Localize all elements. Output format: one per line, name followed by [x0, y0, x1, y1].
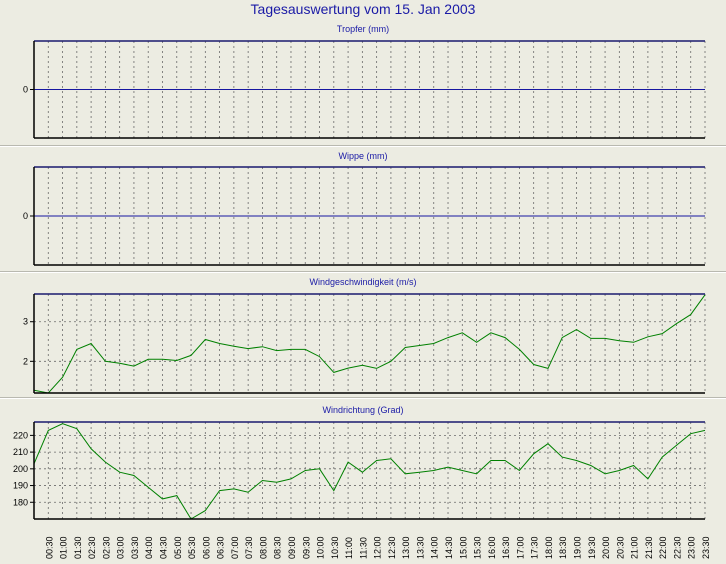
x-tick-label: 20:30: [615, 536, 625, 559]
x-tick-label: 12:00: [373, 536, 383, 559]
x-tick-label: 02:30: [101, 536, 111, 559]
x-tick-label: 21:00: [630, 536, 640, 559]
x-tick-label: 12:30: [387, 536, 397, 559]
x-tick-label: 04:00: [144, 536, 154, 559]
x-tick-label: 16:00: [487, 536, 497, 559]
x-tick-label: 09:00: [287, 536, 297, 559]
panel-title-windrichtung: Windrichtung (Grad): [322, 405, 404, 415]
x-tick-label: 06:30: [216, 536, 226, 559]
x-tick-label: 16:30: [501, 536, 511, 559]
panel-divider: [0, 271, 726, 273]
x-tick-label: 03:00: [116, 536, 126, 559]
x-tick-label: 01:00: [59, 536, 69, 559]
y-tick-label: 3: [23, 317, 28, 327]
x-tick-label: 07:30: [244, 536, 254, 559]
x-tick-label: 13:00: [401, 536, 411, 559]
y-tick-label: 2: [23, 356, 28, 366]
x-tick-label: 17:30: [530, 536, 540, 559]
x-tick-label: 14:30: [444, 536, 454, 559]
x-tick-label: 18:30: [558, 536, 568, 559]
x-tick-label: 06:00: [201, 536, 211, 559]
x-tick-label: 05:00: [173, 536, 183, 559]
x-tick-label: 10:00: [316, 536, 326, 559]
panel-divider: [0, 397, 726, 399]
x-tick-label: 08:30: [273, 536, 283, 559]
x-tick-label: 01:30: [73, 536, 83, 559]
x-tick-label: 11:30: [358, 537, 368, 559]
x-tick-label: 04:30: [158, 536, 168, 559]
x-tick-label: 17:00: [515, 536, 525, 559]
y-tick-label: 210: [13, 447, 28, 457]
panel-title-wippe: Wippe (mm): [338, 151, 388, 161]
y-tick-label: 0: [23, 211, 28, 221]
x-tick-label: 22:00: [658, 536, 668, 559]
y-tick-label: 0: [23, 85, 28, 95]
x-tick-label: 11:00: [344, 537, 354, 559]
y-tick-label: 190: [13, 481, 28, 491]
x-tick-label: 09:30: [301, 536, 311, 559]
panel-title-windgeschwindigkeit: Windgeschwindigkeit (m/s): [309, 277, 417, 287]
x-tick-label: 15:30: [473, 536, 483, 559]
panel-title-tropfer: Tropfer (mm): [336, 24, 390, 34]
y-tick-label: 200: [13, 464, 28, 474]
x-tick-label: 23:00: [687, 536, 697, 559]
x-tick-label: 18:00: [544, 536, 554, 559]
x-tick-label: 23:30: [701, 536, 711, 559]
x-tick-label: 03:30: [130, 536, 140, 559]
x-tick-label: 20:00: [601, 536, 611, 559]
panel-divider: [0, 145, 726, 147]
x-tick-label: 15:00: [458, 536, 468, 559]
x-tick-label: 21:30: [644, 536, 654, 559]
x-tick-label: 19:00: [573, 536, 583, 559]
y-tick-label: 180: [13, 497, 28, 507]
x-tick-label: 00:30: [44, 536, 54, 559]
x-tick-label: 22:30: [672, 536, 682, 559]
x-tick-label: 02:30: [87, 536, 97, 559]
x-tick-label: 07:00: [230, 536, 240, 559]
y-tick-label: 220: [13, 430, 28, 440]
x-tick-label: 08:00: [258, 536, 268, 559]
x-tick-label: 10:30: [330, 536, 340, 559]
series-line: [33, 294, 706, 394]
x-tick-label: 14:00: [430, 536, 440, 559]
series-line: [33, 423, 706, 520]
x-tick-label: 19:30: [587, 536, 597, 559]
page-title: Tagesauswertung vom 15. Jan 2003: [250, 1, 476, 17]
x-tick-label: 13:30: [415, 536, 425, 559]
x-tick-label: 05:30: [187, 536, 197, 559]
